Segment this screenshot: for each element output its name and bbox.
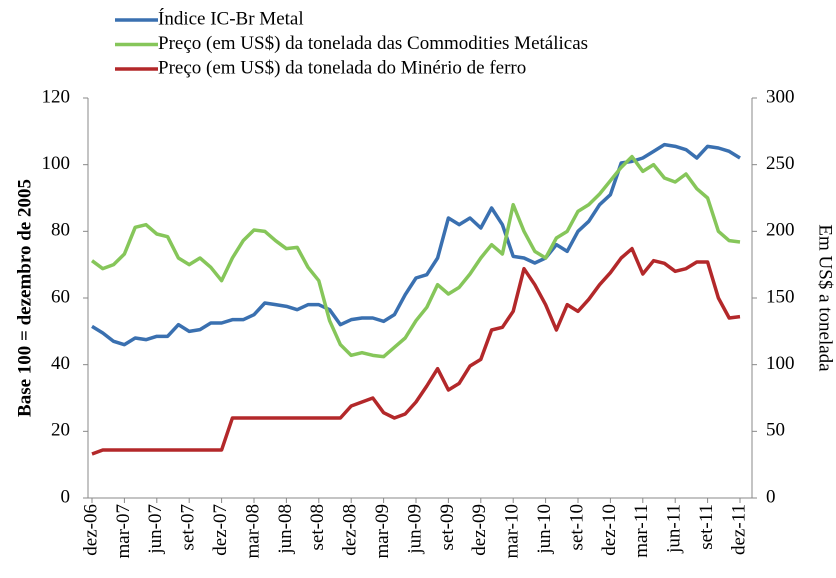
x-tick-label: set-10 — [566, 504, 587, 550]
y2-tick-label: 150 — [766, 286, 795, 307]
x-tick-label: mar-10 — [502, 504, 523, 559]
x-tick-label: dez-08 — [340, 504, 361, 556]
x-tick-label: set-09 — [437, 504, 458, 550]
x-tick-label: dez-07 — [210, 504, 231, 556]
y-tick-label: 80 — [51, 220, 70, 241]
legend-label: Preço (em US$) da tonelada do Minério de… — [158, 57, 526, 78]
x-tick-label: set-11 — [696, 504, 717, 550]
legend-label: Preço (em US$) da tonelada das Commoditi… — [158, 33, 588, 54]
y2-tick-label: 0 — [766, 486, 776, 507]
series-line — [91, 246, 741, 456]
series-line — [91, 142, 741, 347]
x-tick-label: jun-10 — [534, 504, 555, 555]
x-tick-label: jun-09 — [404, 504, 425, 555]
x-tick-label: set-08 — [307, 504, 328, 550]
y2-tick-label: 100 — [766, 353, 795, 374]
x-tick-label: set-07 — [178, 504, 199, 550]
y-tick-label: 120 — [42, 86, 71, 107]
x-tick-label: dez-09 — [469, 504, 490, 556]
y2-tick-label: 250 — [766, 153, 795, 174]
x-tick-label: jun-07 — [145, 504, 166, 555]
y-tick-label: 40 — [51, 353, 70, 374]
y-tick-label: 100 — [42, 153, 71, 174]
x-tick-label: dez-06 — [80, 504, 101, 556]
y2-tick-label: 300 — [766, 86, 795, 107]
y2-tick-label: 50 — [766, 420, 785, 441]
x-tick-label: dez-11 — [728, 504, 749, 555]
y-tick-label: 20 — [51, 420, 70, 441]
x-tick-label: mar-11 — [631, 504, 652, 558]
x-tick-label: mar-08 — [242, 504, 263, 559]
y-tick-label: 60 — [51, 286, 70, 307]
x-tick-label: dez-10 — [599, 504, 620, 556]
x-tick-label: mar-09 — [372, 504, 393, 559]
x-tick-label: jun-08 — [275, 504, 296, 555]
y2-axis-title: Em US$ a tonelada — [815, 224, 836, 372]
y-tick-label: 0 — [61, 486, 71, 507]
series-line — [90, 154, 741, 359]
legend-label: Índice IC-Br Metal — [158, 7, 304, 29]
x-tick-label: jun-11 — [664, 504, 685, 554]
y-axis-title: Base 100 = dezembro de 2005 — [14, 179, 35, 417]
x-tick-label: mar-07 — [113, 504, 134, 559]
y2-tick-label: 200 — [766, 220, 795, 241]
